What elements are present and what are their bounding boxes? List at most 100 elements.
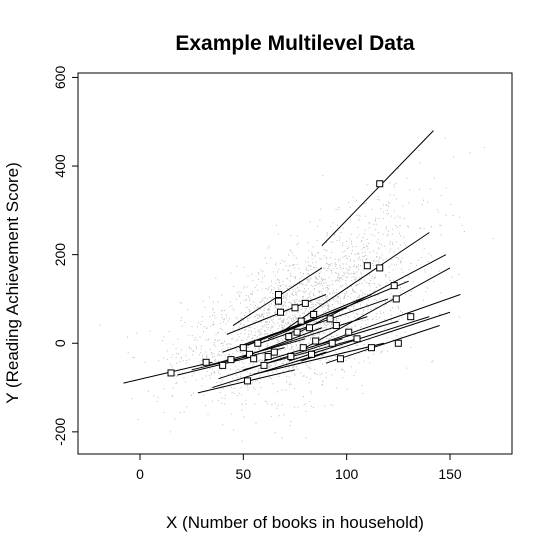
background-point: [296, 367, 298, 369]
chart-title: Example Multilevel Data: [175, 32, 415, 55]
background-point: [290, 344, 292, 346]
background-point: [170, 431, 171, 433]
background-point: [311, 304, 313, 306]
background-point: [343, 297, 345, 299]
background-point: [264, 297, 266, 298]
background-point: [233, 309, 235, 311]
background-point: [309, 265, 311, 267]
background-point: [294, 277, 296, 279]
background-point: [179, 301, 181, 303]
x-tick-label: 50: [236, 466, 252, 482]
background-point: [274, 312, 276, 314]
background-point: [359, 259, 361, 261]
background-point: [175, 357, 177, 359]
background-point: [261, 313, 263, 315]
background-point: [283, 320, 285, 322]
background-point: [249, 310, 251, 312]
background-point: [285, 286, 287, 288]
background-point: [360, 304, 361, 306]
background-point: [163, 336, 165, 338]
background-point: [360, 306, 362, 308]
background-point: [251, 365, 253, 367]
background-point: [427, 261, 429, 263]
background-point: [315, 277, 317, 279]
background-point: [392, 307, 393, 309]
background-point: [285, 314, 287, 316]
background-point: [307, 261, 309, 263]
background-point: [360, 327, 362, 329]
background-point: [326, 350, 328, 352]
background-point: [268, 367, 270, 368]
group-fit-line: [247, 294, 372, 346]
background-point: [397, 257, 398, 258]
background-point: [385, 258, 387, 260]
background-point: [282, 370, 284, 372]
background-point: [333, 354, 335, 356]
background-point: [319, 275, 320, 277]
background-point: [230, 355, 232, 357]
background-point: [359, 296, 360, 298]
background-point: [363, 203, 365, 205]
background-point: [282, 319, 284, 321]
background-point: [392, 228, 394, 230]
background-point: [355, 308, 357, 310]
background-point: [270, 365, 272, 367]
background-point: [396, 226, 398, 228]
background-point: [357, 296, 359, 298]
background-point: [215, 277, 217, 279]
background-point: [315, 261, 317, 263]
background-point: [236, 380, 238, 382]
background-point: [335, 280, 336, 282]
background-point: [263, 317, 265, 319]
background-point: [212, 400, 213, 402]
background-point: [248, 308, 250, 310]
background-point: [266, 318, 268, 320]
background-point: [250, 303, 252, 305]
background-point: [269, 321, 270, 323]
background-point: [194, 339, 196, 341]
background-point: [386, 303, 388, 305]
background-point: [290, 272, 292, 274]
background-point: [361, 385, 363, 386]
group-centroid-point: [345, 328, 353, 336]
background-point: [275, 275, 277, 277]
background-point: [289, 280, 291, 282]
background-point: [351, 326, 353, 328]
background-point: [360, 264, 361, 266]
background-point: [350, 219, 351, 221]
background-point: [317, 283, 318, 285]
background-point: [243, 416, 245, 418]
background-point: [303, 313, 305, 314]
x-tick-label: 100: [335, 466, 359, 482]
background-point: [358, 294, 360, 296]
background-point: [353, 276, 355, 278]
background-point: [340, 277, 342, 279]
background-point: [277, 322, 279, 324]
background-point: [375, 294, 376, 296]
background-point: [335, 319, 337, 321]
background-point: [357, 219, 359, 221]
background-point: [296, 345, 298, 347]
background-point: [349, 348, 351, 350]
background-point: [363, 331, 365, 333]
background-point: [202, 358, 203, 360]
group-centroid-markers: [167, 180, 415, 385]
background-point: [339, 277, 341, 278]
background-point: [363, 243, 365, 245]
background-point: [412, 281, 414, 283]
group-centroid-point: [274, 297, 282, 305]
background-point: [308, 343, 310, 345]
background-point: [388, 276, 390, 278]
group-centroid-point: [376, 180, 384, 188]
background-point: [320, 281, 322, 283]
background-point: [304, 291, 306, 293]
background-point: [201, 316, 203, 318]
background-point: [241, 440, 243, 442]
background-point: [295, 276, 296, 278]
background-point: [272, 297, 274, 298]
background-point: [294, 299, 296, 301]
background-point: [293, 320, 295, 321]
background-point: [339, 239, 340, 241]
background-point: [315, 267, 317, 269]
background-point: [178, 372, 180, 374]
